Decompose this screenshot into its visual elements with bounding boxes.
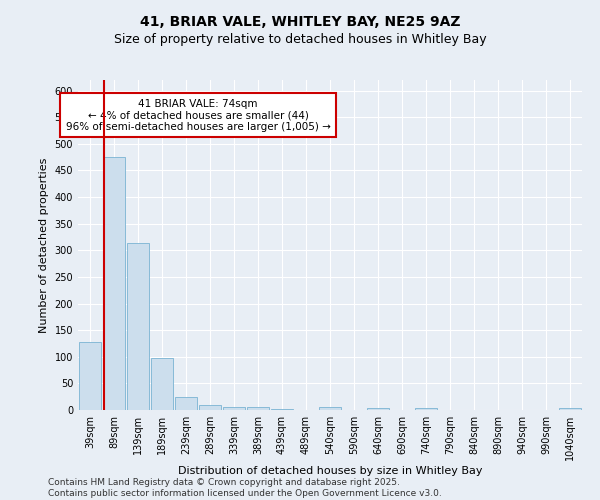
Text: Contains HM Land Registry data © Crown copyright and database right 2025.
Contai: Contains HM Land Registry data © Crown c… — [48, 478, 442, 498]
Bar — [223, 407, 245, 410]
Bar — [103, 156, 125, 410]
Bar — [175, 396, 197, 410]
Bar — [559, 408, 581, 410]
Bar — [199, 404, 221, 410]
Bar — [247, 408, 269, 410]
Text: Size of property relative to detached houses in Whitley Bay: Size of property relative to detached ho… — [113, 32, 487, 46]
Bar — [151, 358, 173, 410]
Text: 41 BRIAR VALE: 74sqm
← 4% of detached houses are smaller (44)
96% of semi-detach: 41 BRIAR VALE: 74sqm ← 4% of detached ho… — [65, 98, 331, 132]
X-axis label: Distribution of detached houses by size in Whitley Bay: Distribution of detached houses by size … — [178, 466, 482, 475]
Y-axis label: Number of detached properties: Number of detached properties — [39, 158, 49, 332]
Bar — [319, 408, 341, 410]
Bar — [367, 408, 389, 410]
Bar — [127, 243, 149, 410]
Bar — [79, 342, 101, 410]
Bar — [415, 408, 437, 410]
Text: 41, BRIAR VALE, WHITLEY BAY, NE25 9AZ: 41, BRIAR VALE, WHITLEY BAY, NE25 9AZ — [140, 15, 460, 29]
